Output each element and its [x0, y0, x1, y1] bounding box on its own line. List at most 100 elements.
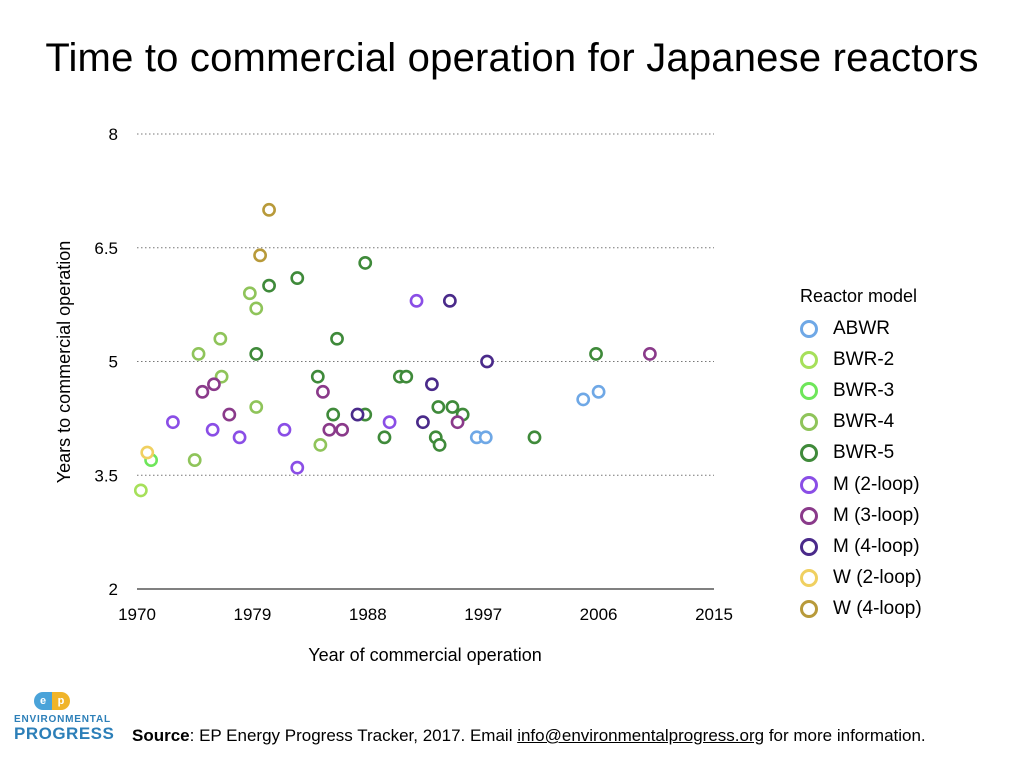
source-footer: Source: EP Energy Progress Tracker, 2017…: [132, 726, 926, 746]
legend: Reactor model ABWR BWR-2 BWR-3 BWR-4 BWR-5 M …: [800, 286, 922, 625]
x-tick-label: 1970: [118, 605, 156, 624]
data-point: [335, 422, 350, 437]
x-tick-labels: 1970 1979 1988 1997 2006 2015: [118, 605, 733, 624]
legend-marker: [800, 319, 818, 338]
data-point: [445, 400, 460, 414]
legend-marker: [800, 537, 818, 556]
legend-marker: [800, 444, 818, 463]
data-point: [358, 256, 373, 270]
data-point: [249, 301, 264, 316]
data-point: [478, 430, 493, 445]
legend-marker: [800, 600, 818, 619]
data-point: [350, 407, 365, 422]
data-point: [382, 415, 397, 430]
data-point: [277, 422, 292, 437]
data-point: [290, 460, 305, 475]
data-point: [576, 392, 591, 407]
data-point: [195, 384, 210, 399]
logo-mark-icon: e p: [0, 692, 104, 710]
source-text: : EP Energy Progress Tracker, 2017. Emai…: [189, 726, 518, 745]
x-tick-label: 1979: [233, 605, 271, 624]
x-axis-label: Year of commercial operation: [308, 645, 541, 665]
x-tick-label: 1997: [464, 605, 502, 624]
data-point: [322, 422, 337, 437]
data-point: [205, 422, 220, 437]
legend-title: Reactor model: [800, 286, 918, 306]
data-point: [290, 271, 305, 285]
logo-mark-left: e: [34, 692, 52, 710]
grid-lines: [137, 133, 714, 476]
y-tick-label: 3.5: [94, 466, 118, 485]
y-tick-label: 5: [109, 353, 118, 372]
data-point: [242, 286, 257, 301]
legend-label: BWR-3: [833, 379, 895, 401]
legend-label: BWR-2: [833, 348, 895, 370]
legend-label: M (4-loop): [833, 535, 920, 557]
logo-text-line1: ENVIRONMENTAL: [14, 714, 111, 725]
logo-text-line2: PROGRESS: [14, 724, 115, 743]
legend-marker: [800, 506, 818, 525]
y-tick-label: 8: [109, 125, 118, 144]
legend-label: W (4-loop): [833, 598, 922, 620]
source-text-end: for more information.: [764, 726, 926, 745]
y-tick-labels: 2 3.5 5 6.5 8: [94, 125, 118, 599]
data-point: [310, 369, 325, 384]
data-point: [416, 415, 430, 430]
data-points: [133, 202, 657, 498]
y-axis-label: Years to commercial operation: [54, 241, 74, 483]
data-point: [450, 415, 465, 430]
legend-marker: [800, 350, 818, 369]
data-point: [399, 369, 414, 384]
data-point: [377, 430, 392, 445]
data-point: [207, 377, 221, 392]
data-point: [213, 331, 228, 346]
source-label: Source: [132, 726, 190, 745]
scatter-chart: 2 3.5 5 6.5 8 1970 1979 1988 1997 2006 2015 Year …: [54, 125, 733, 665]
data-point: [187, 453, 202, 467]
legend-items: ABWR BWR-2 BWR-3 BWR-4 BWR-5 M (2-loop) M (3-l…: [800, 313, 922, 625]
data-point: [222, 407, 237, 422]
legend-label: M (2-loop): [833, 473, 920, 495]
x-tick-label: 2006: [580, 605, 618, 624]
legend-marker: [800, 413, 818, 432]
data-point: [232, 430, 247, 445]
data-point: [409, 293, 424, 308]
legend-item: ABWR: [800, 313, 922, 344]
data-point: [249, 347, 264, 361]
legend-item: M (3-loop): [800, 500, 922, 531]
data-point: [191, 347, 206, 361]
data-point: [330, 331, 344, 346]
data-point: [591, 384, 606, 399]
data-point: [140, 445, 155, 460]
legend-label: ABWR: [833, 317, 890, 339]
chart-title: Time to commercial operation for Japanes…: [45, 36, 979, 80]
x-tick-label: 2015: [695, 605, 733, 624]
data-point: [326, 407, 341, 422]
legend-item: M (2-loop): [800, 469, 922, 500]
legend-marker: [800, 475, 818, 494]
data-point: [589, 347, 603, 361]
logo-mark-right: p: [52, 692, 70, 710]
data-point: [642, 347, 657, 361]
y-tick-label: 2: [109, 580, 118, 599]
legend-item: W (4-loop): [800, 594, 922, 625]
email-link[interactable]: info@environmentalprogress.org: [517, 726, 765, 745]
legend-item: BWR-5: [800, 438, 922, 469]
data-point: [431, 400, 446, 414]
legend-item: BWR-3: [800, 375, 922, 406]
y-tick-label: 6.5: [94, 239, 118, 258]
data-point: [249, 400, 264, 414]
legend-item: BWR-4: [800, 407, 922, 438]
data-point: [425, 377, 439, 392]
data-point: [313, 438, 328, 452]
legend-item: M (4-loop): [800, 531, 922, 562]
legend-marker: [800, 569, 818, 588]
legend-label: BWR-4: [833, 411, 895, 433]
legend-item: W (2-loop): [800, 563, 922, 594]
data-point: [262, 278, 276, 293]
data-point: [166, 415, 180, 430]
legend-marker: [800, 381, 818, 400]
data-point: [133, 483, 148, 498]
data-point: [442, 293, 457, 308]
legend-item: BWR-2: [800, 344, 922, 375]
